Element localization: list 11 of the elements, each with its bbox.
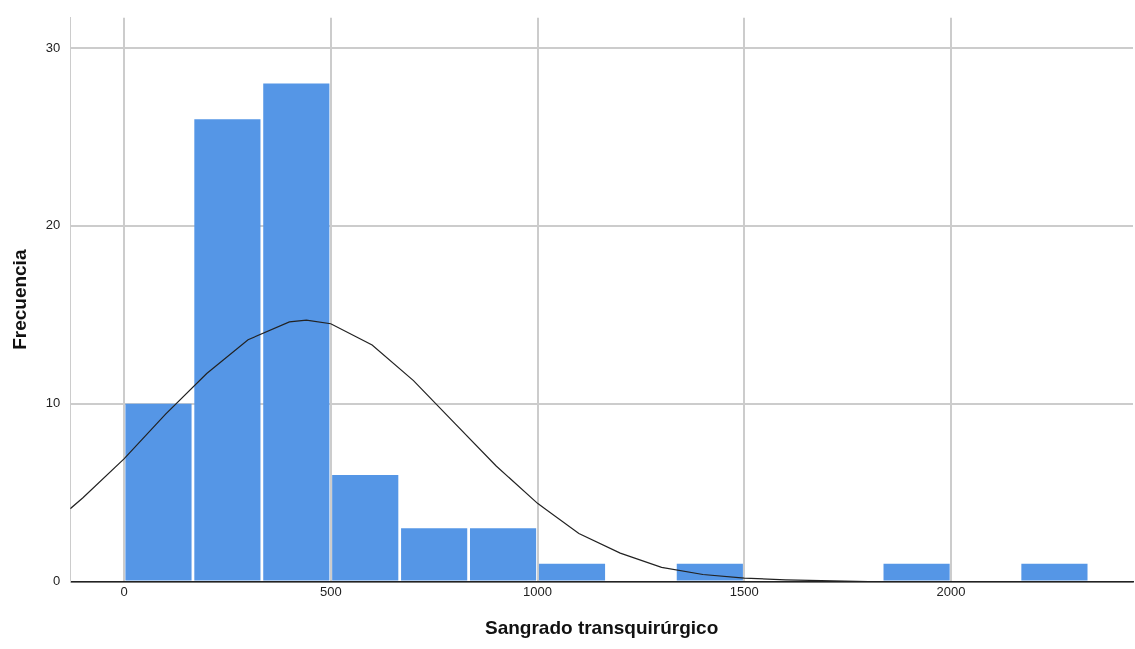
x-tick-label: 1500 (729, 583, 759, 599)
x-tick-label: 1000 (523, 583, 552, 599)
x-axis-title: Sangrado transquirúrgico (484, 616, 719, 638)
y-tick-label: 0 (53, 573, 61, 589)
y-tick-label: 20 (45, 217, 61, 233)
y-axis-title: Frecuencia (8, 249, 30, 350)
y-tick-label: 30 (45, 39, 61, 55)
y-tick-label: 10 (45, 395, 61, 411)
x-tick-label: 0 (120, 583, 128, 599)
x-tick-label: 2000 (936, 583, 966, 599)
x-tick-label: 500 (319, 583, 342, 599)
